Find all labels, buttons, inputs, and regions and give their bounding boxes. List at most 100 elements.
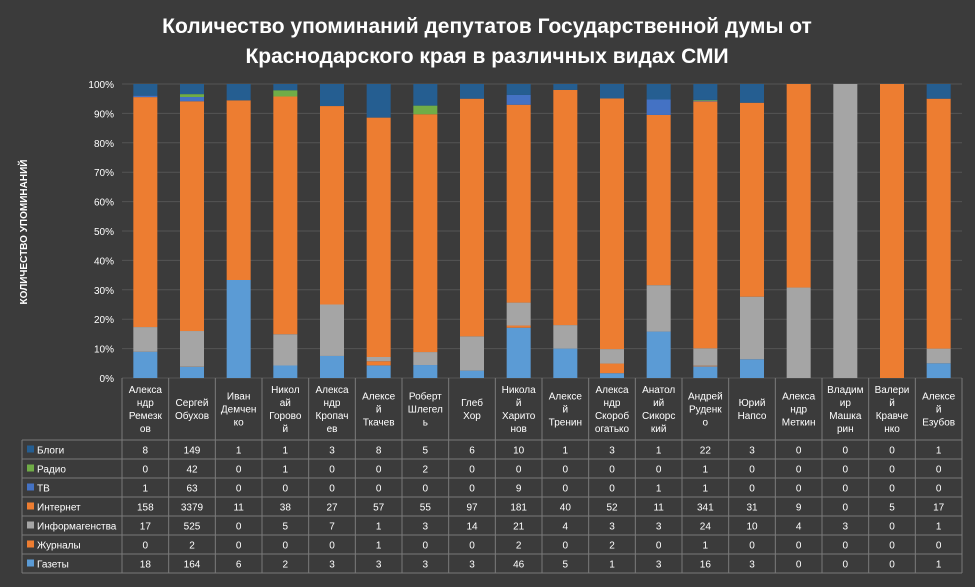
table-cell-value: 38	[280, 503, 292, 514]
table-cell-value: 16	[700, 560, 712, 571]
legend-key	[27, 484, 34, 491]
bar-segment	[413, 352, 437, 365]
table-cell-value: 6	[236, 560, 242, 571]
category-label: ов	[140, 424, 151, 435]
category-label: нов	[510, 424, 526, 435]
table-cell-value: 0	[843, 541, 849, 552]
bar-segment	[320, 84, 344, 106]
table-cell-value: 5	[889, 503, 895, 514]
table-cell-value: 3	[376, 560, 382, 571]
table-cell-value: 4	[796, 522, 802, 533]
y-tick-label: 0%	[100, 374, 115, 385]
bar-segment	[273, 365, 297, 378]
bar-segment	[367, 365, 391, 378]
bar-segment	[507, 326, 531, 328]
category-label: Алекса	[595, 385, 629, 396]
bar-segment	[133, 352, 157, 378]
table-cell-value: 0	[469, 465, 475, 476]
bar-segment	[553, 349, 577, 378]
table-cell-value: 97	[466, 503, 478, 514]
bar-segment	[833, 84, 857, 378]
legend-label: Интернет	[37, 503, 81, 514]
bar-segment	[787, 84, 811, 288]
bar-segment	[273, 84, 297, 90]
table-cell-value: 1	[936, 446, 942, 457]
category-label: Сергей	[176, 398, 209, 409]
bar-segment	[647, 285, 671, 331]
bar-segment	[367, 357, 391, 361]
table-cell-value: 0	[283, 484, 289, 495]
table-cell-value: 1	[703, 541, 709, 552]
table-cell-value: 17	[933, 503, 945, 514]
table-cell-value: 1	[609, 560, 615, 571]
table-cell-value: 0	[749, 465, 755, 476]
bar-segment	[133, 96, 157, 97]
table-cell-value: 10	[513, 446, 525, 457]
category-label: Никол	[271, 385, 300, 396]
bar-segment	[320, 106, 344, 304]
bar-segment	[647, 115, 671, 285]
chart-title-line-2: Краснодарского края в различных видах СМ…	[245, 45, 728, 68]
bar-segment	[507, 84, 531, 95]
bar-segment	[647, 99, 671, 114]
category-label: Андрей	[688, 392, 723, 403]
table-cell-value: 3	[329, 446, 335, 457]
y-axis-label: КОЛИЧЕСТВО УПОМИНАНИЙ	[17, 160, 30, 305]
bar-segment	[460, 99, 484, 337]
legend-key	[27, 541, 34, 548]
table-cell-value: 57	[373, 503, 385, 514]
category-label: Юрий	[739, 398, 766, 409]
table-cell-value: 3	[843, 522, 849, 533]
table-cell-value: 31	[746, 503, 758, 514]
table-cell-value: 0	[329, 484, 335, 495]
table-cell-value: 0	[469, 541, 475, 552]
bar-segment	[273, 90, 297, 96]
table-cell-value: 55	[420, 503, 432, 514]
table-cell-value: 0	[609, 465, 615, 476]
table-cell-value: 0	[843, 465, 849, 476]
table-cell-value: 0	[936, 484, 942, 495]
table-cell-value: 1	[283, 446, 289, 457]
category-label: Иван	[227, 392, 250, 403]
bar-segment	[693, 101, 717, 348]
table-cell-value: 6	[469, 446, 475, 457]
bar-segment	[180, 94, 204, 97]
legend-key	[27, 446, 34, 453]
table-cell-value: 1	[936, 522, 942, 533]
table-cell-value: 0	[889, 560, 895, 571]
category-label: ндр	[790, 405, 807, 416]
category-label: нко	[884, 424, 900, 435]
legend-key	[27, 503, 34, 510]
legend-key	[27, 465, 34, 472]
table-cell-value: 0	[563, 484, 569, 495]
bar-segment	[413, 106, 437, 115]
bar-segment	[740, 103, 764, 297]
table-cell-value: 0	[656, 541, 662, 552]
table-cell-value: 0	[843, 560, 849, 571]
table-cell-value: 42	[186, 465, 198, 476]
bar-segment	[460, 336, 484, 370]
table-cell-value: 63	[186, 484, 198, 495]
legend-label: Информагенства	[37, 521, 117, 533]
legend-label: Газеты	[37, 560, 69, 571]
chart-title-line-1: Количество упоминаний депутатов Государс…	[162, 15, 812, 38]
y-axis-ticks: 0%10%20%30%40%50%60%70%80%90%100%	[88, 80, 114, 385]
table-cell-value: 0	[329, 465, 335, 476]
bar-segment	[367, 118, 391, 357]
category-label: Демчен	[221, 405, 257, 416]
category-label: ндр	[137, 398, 154, 409]
chart-title: Количество упоминаний депутатов Государс…	[162, 15, 812, 68]
bar-segment	[553, 84, 577, 90]
category-label: Алекса	[782, 392, 816, 403]
table-cell-value: 0	[936, 541, 942, 552]
category-label: Ткачев	[363, 418, 395, 429]
table-cell-value: 0	[143, 541, 149, 552]
category-label: Обухов	[175, 410, 209, 422]
bar-segment	[367, 361, 391, 365]
table-cell-value: 8	[143, 446, 149, 457]
table-cell-value: 4	[563, 522, 569, 533]
bar-segment	[927, 99, 951, 349]
table-cell-value: 0	[236, 541, 242, 552]
data-table: АлександрРемезковСергейОбуховИванДемченк…	[22, 378, 962, 573]
category-label: Меткин	[782, 418, 816, 429]
